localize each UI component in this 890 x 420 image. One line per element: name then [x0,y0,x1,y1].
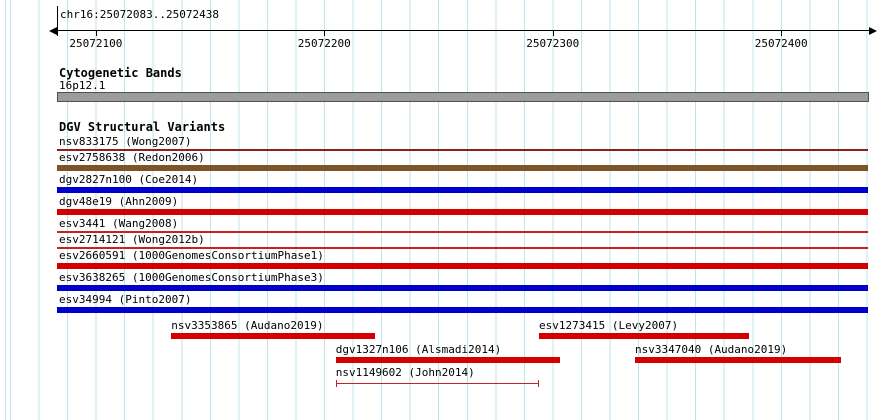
variant-bar-esv1273415[interactable] [539,333,750,339]
variant-bar-esv2660591[interactable] [57,263,868,269]
ruler-right-arrow-icon [869,27,877,35]
variant-label-esv2660591[interactable]: esv2660591 (1000GenomesConsortiumPhase1) [59,249,324,262]
variant-bar-nsv3353865[interactable] [171,333,375,339]
ruler-tick-label: 25072300 [526,37,580,50]
variant-label-esv2714121[interactable]: esv2714121 (Wong2012b) [59,233,205,246]
ruler-left-arrow-icon [49,27,57,35]
variant-label-nsv3353865[interactable]: nsv3353865 (Audano2019) [171,319,324,332]
ruler-tick-label: 25072100 [69,37,123,50]
variant-bar-dgv1327n106[interactable] [335,357,560,363]
ruler-tickmark [781,31,783,36]
cytobands-section-title: Cytogenetic Bands [59,66,182,80]
variant-label-esv34994[interactable]: esv34994 (Pinto2007) [59,293,192,306]
variant-label-nsv833175[interactable]: nsv833175 (Wong2007) [59,135,192,148]
ruler-line [57,30,869,31]
dgv-section-title: DGV Structural Variants [59,120,226,134]
cytoband-name: 16p12.1 [59,79,106,92]
variant-label-dgv2827n100[interactable]: dgv2827n100 (Coe2014) [59,173,199,186]
variant-label-esv2758638[interactable]: esv2758638 (Redon2006) [59,151,205,164]
variant-bar-esv2714121[interactable] [57,247,868,249]
region-start-tick [57,6,58,36]
variant-span-line [336,383,539,384]
variant-bar-esv3441[interactable] [57,231,868,233]
variant-bar-esv3638265[interactable] [57,285,868,291]
variant-label-esv3638265[interactable]: esv3638265 (1000GenomesConsortiumPhase3) [59,271,324,284]
ruler-tick-label: 25072400 [754,37,808,50]
variant-label-dgv1327n106[interactable]: dgv1327n106 (Alsmadi2014) [335,343,502,356]
ruler-tick-label: 25072200 [297,37,351,50]
ruler-tickmark [324,31,326,36]
variant-bar-nsv1149602[interactable] [335,380,540,387]
ruler-tickmark [552,31,554,36]
variant-label-esv3441[interactable]: esv3441 (Wang2008) [59,217,179,230]
variant-label-nsv1149602[interactable]: nsv1149602 (John2014) [335,366,475,379]
cytoband-bar [57,92,869,102]
variant-label-esv1273415[interactable]: esv1273415 (Levy2007) [539,319,679,332]
variant-bar-esv2758638[interactable] [57,165,868,171]
region-label: chr16:25072083..25072438 [60,8,219,21]
variant-bar-dgv48e19[interactable] [57,209,868,215]
variant-bar-nsv833175[interactable] [57,149,868,151]
variant-label-nsv3347040[interactable]: nsv3347040 (Audano2019) [634,343,788,356]
variant-label-dgv48e19[interactable]: dgv48e19 (Ahn2009) [59,195,179,208]
ruler-tickmark [95,31,97,36]
variant-bar-nsv3347040[interactable] [634,357,841,363]
variant-bar-dgv2827n100[interactable] [57,187,868,193]
variant-bar-esv34994[interactable] [57,307,868,313]
